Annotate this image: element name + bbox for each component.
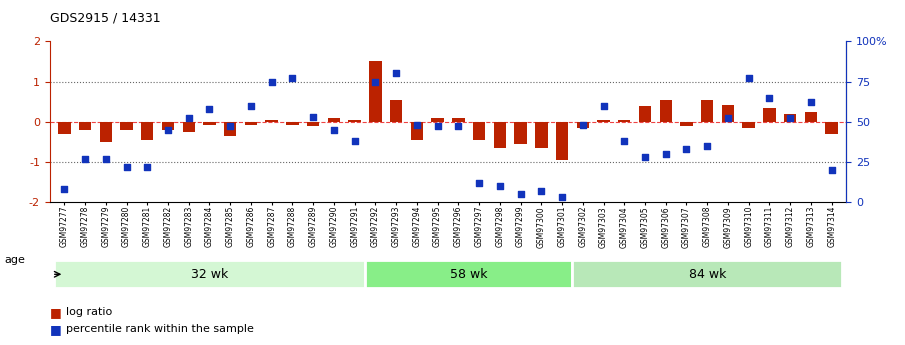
Point: [659, 151, 673, 157]
Bar: [141, 122, 154, 140]
Bar: [556, 122, 568, 160]
Bar: [742, 122, 755, 128]
Point: [472, 180, 486, 185]
Bar: [597, 120, 610, 122]
Bar: [535, 122, 548, 148]
Point: [804, 100, 818, 105]
Bar: [452, 118, 464, 122]
Bar: [681, 122, 692, 126]
Bar: [825, 122, 838, 134]
Bar: [328, 118, 340, 122]
Bar: [204, 122, 215, 125]
Bar: [493, 122, 506, 148]
Bar: [701, 100, 713, 122]
Text: percentile rank within the sample: percentile rank within the sample: [66, 325, 254, 334]
Bar: [244, 122, 257, 125]
Text: GDS2915 / 14331: GDS2915 / 14331: [50, 11, 160, 24]
Bar: [660, 100, 672, 122]
Point: [431, 124, 445, 129]
Point: [306, 114, 320, 120]
Bar: [369, 61, 382, 122]
Bar: [411, 122, 424, 140]
Point: [555, 194, 569, 200]
Bar: [473, 122, 485, 140]
Bar: [576, 122, 589, 128]
Point: [57, 186, 71, 192]
Point: [264, 79, 279, 84]
Bar: [286, 122, 299, 125]
Point: [78, 156, 92, 161]
Point: [285, 76, 300, 81]
Point: [783, 116, 797, 121]
Bar: [514, 122, 527, 144]
Bar: [390, 100, 403, 122]
Bar: [79, 122, 91, 130]
Point: [99, 156, 113, 161]
Bar: [365, 260, 573, 288]
Text: log ratio: log ratio: [66, 307, 112, 317]
Point: [161, 127, 176, 132]
Point: [451, 124, 465, 129]
Point: [348, 138, 362, 144]
Point: [410, 122, 424, 128]
Point: [576, 122, 590, 128]
Bar: [162, 122, 174, 130]
Point: [762, 95, 776, 100]
Point: [534, 188, 548, 193]
Point: [617, 138, 632, 144]
Point: [140, 164, 155, 169]
Bar: [265, 120, 278, 122]
Bar: [639, 106, 652, 122]
Point: [492, 183, 507, 189]
Bar: [805, 111, 817, 122]
Text: ■: ■: [50, 306, 62, 319]
Bar: [618, 120, 631, 122]
Bar: [722, 105, 734, 122]
Point: [202, 106, 216, 111]
Bar: [183, 122, 195, 132]
Point: [700, 143, 714, 148]
Point: [741, 76, 756, 81]
Bar: [54, 260, 365, 288]
Bar: [573, 260, 842, 288]
Bar: [224, 122, 236, 136]
Bar: [307, 122, 319, 126]
Text: ■: ■: [50, 323, 62, 336]
Text: 58 wk: 58 wk: [450, 268, 488, 281]
Bar: [100, 122, 112, 142]
Point: [638, 154, 653, 160]
Bar: [763, 108, 776, 122]
Point: [389, 71, 404, 76]
Point: [368, 79, 383, 84]
Point: [243, 103, 258, 108]
Point: [680, 146, 694, 152]
Text: age: age: [5, 256, 25, 265]
Bar: [784, 114, 796, 122]
Point: [513, 191, 528, 197]
Bar: [58, 122, 71, 134]
Point: [182, 116, 196, 121]
Point: [596, 103, 611, 108]
Point: [119, 164, 134, 169]
Point: [720, 116, 735, 121]
Point: [327, 127, 341, 132]
Point: [824, 167, 839, 172]
Text: 84 wk: 84 wk: [689, 268, 726, 281]
Bar: [120, 122, 133, 130]
Point: [223, 124, 237, 129]
Text: 32 wk: 32 wk: [191, 268, 228, 281]
Bar: [348, 120, 361, 122]
Bar: [432, 118, 443, 122]
